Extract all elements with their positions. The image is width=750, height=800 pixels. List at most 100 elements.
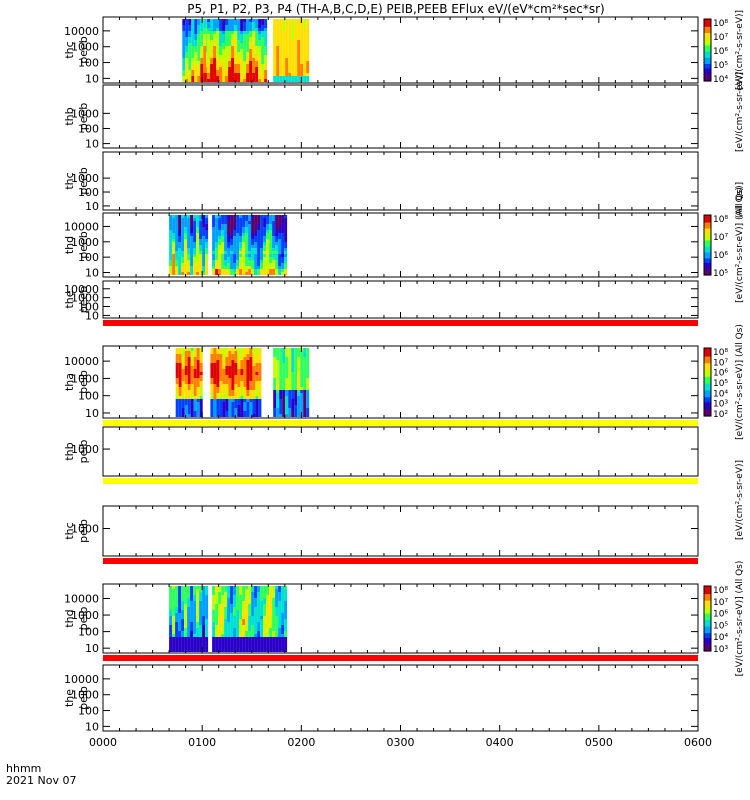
heatmap-cell <box>257 649 261 652</box>
heatmap-cell <box>225 37 229 40</box>
colorbar-cell <box>704 626 711 629</box>
heatmap-cell <box>224 625 228 628</box>
heatmap-cell <box>199 387 203 390</box>
heatmap-cell <box>193 221 197 224</box>
heatmap-cell <box>300 46 304 49</box>
heatmap-cell <box>228 411 232 414</box>
heatmap-cell <box>237 22 241 25</box>
heatmap-cell <box>190 230 194 233</box>
heatmap-cell <box>190 357 194 360</box>
heatmap-cell <box>245 589 249 592</box>
heatmap-cell <box>266 263 270 266</box>
heatmap-cell <box>205 215 209 218</box>
heatmap-cell <box>172 613 176 616</box>
colorbar-cell <box>704 239 711 242</box>
heatmap-cell <box>199 378 203 381</box>
colorbar-cell <box>704 608 711 611</box>
heatmap-cell <box>266 610 270 613</box>
heatmap-cell <box>181 402 185 405</box>
heatmap-cell <box>227 239 231 242</box>
heatmap-cell <box>202 625 206 628</box>
heatmap-cell <box>275 607 279 610</box>
heatmap-cell <box>230 263 234 266</box>
heatmap-cell <box>169 218 173 221</box>
colorbar-cell <box>704 45 711 48</box>
heatmap-cell <box>199 631 203 634</box>
heatmap-cell <box>279 52 283 55</box>
heatmap-cell <box>184 260 188 263</box>
colorbar-units: [eV/(cm²-s-sr-eV)] <box>735 10 745 90</box>
heatmap-cell <box>260 248 264 251</box>
heatmap-cell <box>249 52 253 55</box>
heatmap-cell <box>276 55 280 58</box>
heatmap-cell <box>303 372 307 375</box>
heatmap-cell <box>194 67 198 70</box>
x-tick-label: 0600 <box>684 736 712 749</box>
colorbar-cell <box>704 234 711 237</box>
heatmap-cell <box>185 52 189 55</box>
heatmap-cell <box>231 399 235 402</box>
heatmap-cell <box>237 64 241 67</box>
heatmap-cell <box>212 592 216 595</box>
heatmap-cell <box>178 257 182 260</box>
heatmap-cell <box>205 269 209 272</box>
heatmap-cell <box>239 230 243 233</box>
heatmap-cell <box>278 616 282 619</box>
heatmap-cell <box>187 610 191 613</box>
heatmap-cell <box>252 369 256 372</box>
heatmap-cell <box>269 637 273 640</box>
heatmap-cell <box>246 402 250 405</box>
heatmap-cell <box>193 251 197 254</box>
heatmap-cell <box>205 628 209 631</box>
heatmap-cell <box>218 218 222 221</box>
heatmap-cell <box>172 224 176 227</box>
heatmap-cell <box>234 378 238 381</box>
heatmap-cell <box>175 589 179 592</box>
heatmap-cell <box>278 601 282 604</box>
heatmap-cell <box>252 411 256 414</box>
heatmap-cell <box>297 348 301 351</box>
heatmap-cell <box>237 357 241 360</box>
heatmap-cell <box>199 348 203 351</box>
heatmap-cell <box>300 70 304 73</box>
heatmap-cell <box>207 28 211 31</box>
heatmap-cell <box>194 73 198 76</box>
heatmap-cell <box>242 613 246 616</box>
heatmap-cell <box>242 589 246 592</box>
heatmap-cell <box>194 70 198 73</box>
heatmap-cell <box>172 640 176 643</box>
heatmap-cell <box>254 272 258 275</box>
heatmap-cell <box>237 19 241 22</box>
heatmap-cell <box>193 634 197 637</box>
colorbar-cell <box>704 636 711 639</box>
heatmap-cell <box>276 22 280 25</box>
heatmap-cell <box>233 598 237 601</box>
heatmap-cell <box>257 221 261 224</box>
heatmap-cell <box>210 70 214 73</box>
heatmap-cell <box>212 613 216 616</box>
heatmap-cell <box>202 272 206 275</box>
heatmap-cell <box>251 643 255 646</box>
colorbar-cell <box>704 639 711 642</box>
heatmap-cell <box>239 634 243 637</box>
heatmap-cell <box>251 613 255 616</box>
heatmap-cell <box>175 239 179 242</box>
heatmap-cell <box>269 239 273 242</box>
heatmap-cell <box>230 598 234 601</box>
heatmap-cell <box>178 227 182 230</box>
heatmap-cell <box>172 625 176 628</box>
heatmap-cell <box>224 637 228 640</box>
heatmap-cell <box>249 70 253 73</box>
heatmap-cell <box>282 360 286 363</box>
heatmap-cell <box>234 405 238 408</box>
heatmap-cell <box>190 414 194 417</box>
heatmap-cell <box>303 411 307 414</box>
heatmap-cell <box>213 34 217 37</box>
heatmap-cell <box>231 408 235 411</box>
heatmap-cell <box>257 634 261 637</box>
heatmap-cell <box>202 631 206 634</box>
heatmap-cell <box>251 589 255 592</box>
heatmap-cell <box>185 40 189 43</box>
colorbar-label: 10⁸ <box>713 348 728 358</box>
heatmap-cell <box>210 390 214 393</box>
